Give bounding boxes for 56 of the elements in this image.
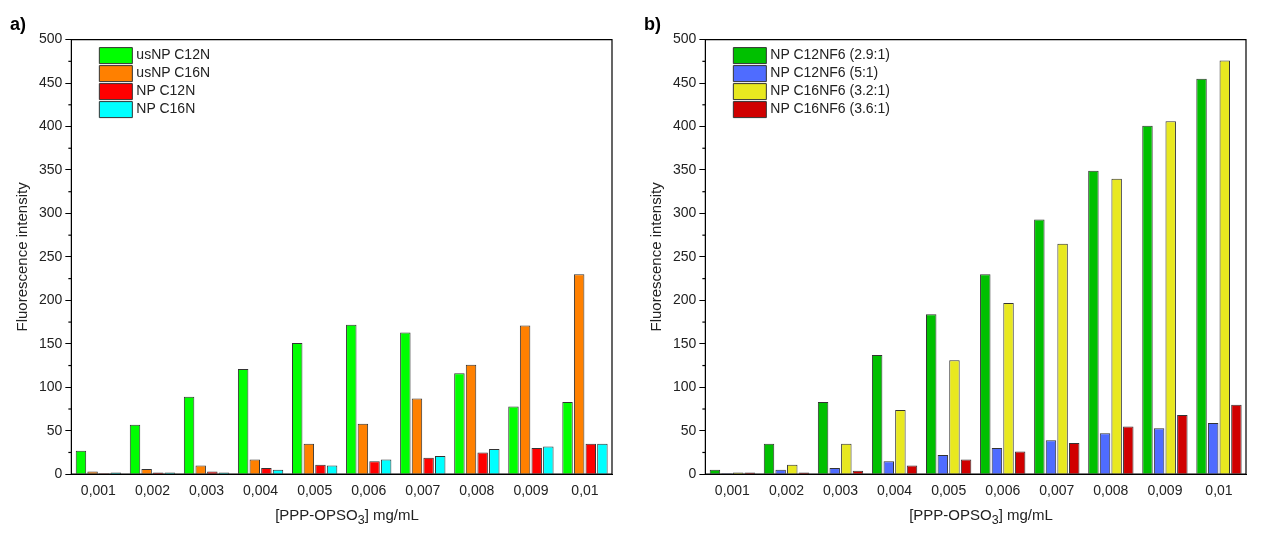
- x-tick-label: 0,004: [877, 482, 913, 499]
- x-tick-label: 0,009: [1147, 482, 1183, 499]
- x-tick-label: 0,005: [931, 482, 967, 499]
- x-tick-label: 0,006: [351, 482, 387, 499]
- x-tick-label: 0,01: [571, 482, 599, 499]
- y-tick-label: 450: [673, 73, 697, 90]
- x-tick-label: 0,003: [823, 482, 859, 499]
- y-axis-title: Fluorescence intensity: [647, 181, 665, 332]
- legend-label: NP C12N: [136, 82, 196, 99]
- x-tick-label: 0,009: [513, 482, 549, 499]
- legend-label: NP C12NF6 (2.9:1): [770, 46, 890, 63]
- legend-label: usNP C16N: [136, 64, 211, 81]
- x-tick-label: 0,004: [243, 482, 279, 499]
- x-tick-label: 0,001: [714, 482, 751, 499]
- y-tick-label: 350: [39, 160, 63, 177]
- legend-label: NP C16NF6 (3.2:1): [770, 82, 890, 99]
- x-tick-label: 0,007: [1039, 482, 1075, 499]
- chart-title: b): [644, 13, 661, 34]
- y-tick-label: 400: [39, 117, 63, 134]
- y-tick-label: 400: [673, 117, 697, 134]
- y-tick-label: 50: [680, 421, 697, 438]
- y-tick-label: 500: [39, 30, 63, 47]
- y-tick-label: 200: [673, 291, 697, 308]
- x-tick-label: 0,003: [189, 482, 225, 499]
- y-tick-label: 100: [39, 378, 63, 395]
- y-tick-label: 250: [673, 247, 697, 264]
- chart-title: a): [10, 13, 27, 34]
- y-tick-label: 350: [673, 160, 697, 177]
- x-axis-title: [PPP-OPSO$_{3}$] mg/mL: [274, 506, 420, 527]
- legend-label: NP C12NF6 (5:1): [770, 64, 879, 81]
- y-tick-label: 150: [673, 334, 697, 351]
- y-tick-label: 300: [39, 204, 63, 221]
- x-tick-label: 0,002: [768, 482, 805, 499]
- x-tick-label: 0,001: [80, 482, 117, 499]
- y-tick-label: 200: [39, 291, 63, 308]
- y-tick-label: 300: [673, 204, 697, 221]
- y-tick-label: 150: [39, 334, 63, 351]
- x-tick-label: 0,005: [297, 482, 333, 499]
- x-axis-title: [PPP-OPSO$_{3}$] mg/mL: [908, 506, 1054, 527]
- y-tick-label: 450: [39, 73, 63, 90]
- legend-label: usNP C12N: [136, 46, 211, 63]
- x-tick-label: 0,007: [405, 482, 441, 499]
- y-tick-label: 100: [673, 378, 697, 395]
- x-tick-label: 0,01: [1205, 482, 1233, 499]
- x-tick-label: 0,008: [459, 482, 495, 499]
- x-tick-label: 0,008: [1093, 482, 1129, 499]
- x-tick-label: 0,006: [985, 482, 1021, 499]
- legend-label: NP C16N: [136, 100, 196, 117]
- y-tick-label: 0: [54, 465, 63, 482]
- y-tick-label: 50: [46, 421, 63, 438]
- y-tick-label: 0: [688, 465, 697, 482]
- y-tick-label: 500: [673, 30, 697, 47]
- y-tick-label: 250: [39, 247, 63, 264]
- x-tick-label: 0,002: [134, 482, 171, 499]
- y-axis-title: Fluorescence intensity: [13, 181, 31, 332]
- legend-label: NP C16NF6 (3.6:1): [770, 100, 890, 117]
